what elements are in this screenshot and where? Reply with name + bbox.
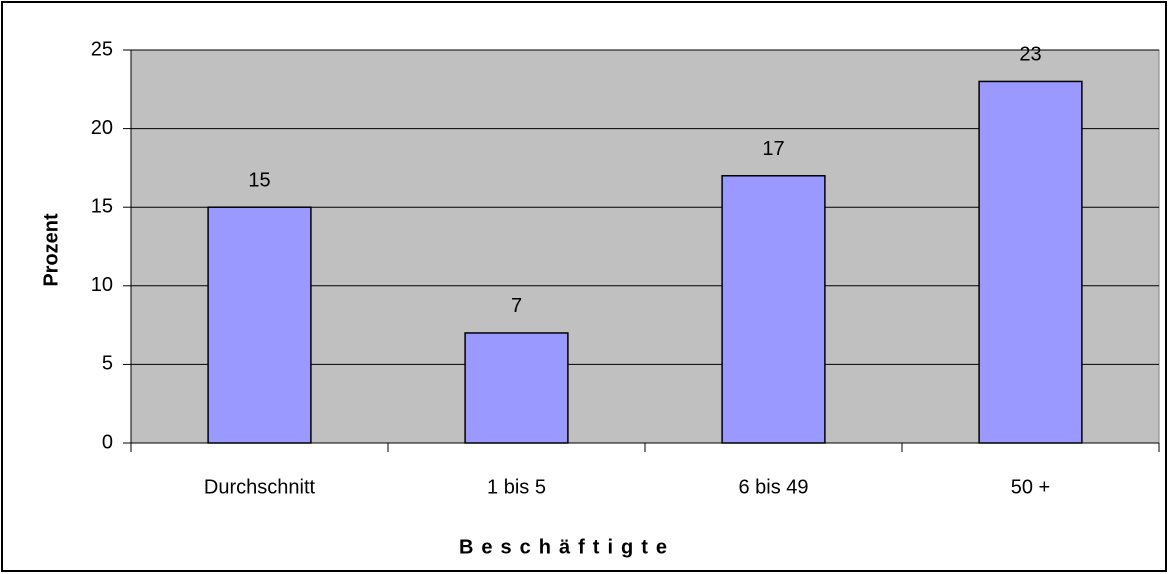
x-tick-label: Durchschnitt (204, 476, 316, 498)
bar (721, 175, 826, 444)
y-tick-label: 25 (91, 38, 113, 60)
y-tick-label: 0 (102, 431, 113, 453)
data-label: 17 (762, 138, 784, 160)
y-tick-label: 15 (91, 195, 113, 217)
y-tick-label: 5 (102, 353, 113, 375)
y-tick-label: 10 (91, 274, 113, 296)
bar (464, 332, 569, 444)
data-label: 15 (248, 169, 270, 191)
x-tick-label: 6 bis 49 (738, 476, 808, 498)
data-label: 23 (1019, 44, 1041, 66)
bar (207, 206, 312, 444)
x-tick-label: 1 bis 5 (487, 476, 546, 498)
data-label: 7 (511, 295, 522, 317)
x-axis-label: Beschäftigte (459, 536, 675, 558)
y-tick-label: 20 (91, 117, 113, 139)
y-axis-label: Prozent (40, 213, 62, 287)
bar (978, 80, 1083, 444)
x-tick-label: 50 + (1011, 476, 1050, 498)
